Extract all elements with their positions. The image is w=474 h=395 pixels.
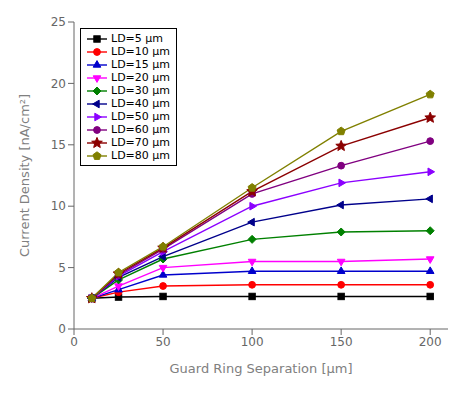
- svg-text:20: 20: [51, 77, 66, 91]
- svg-text:0: 0: [70, 335, 78, 349]
- html-text:LD=15 μm: LD=15 μm: [111, 58, 170, 71]
- html-text:LD=60 μm: LD=60 μm: [111, 123, 170, 136]
- svg-text:150: 150: [330, 335, 353, 349]
- html-text:LD=70 μm: LD=70 μm: [111, 136, 170, 149]
- svg-text:Guard Ring Separation [μm]: Guard Ring Separation [μm]: [170, 361, 353, 376]
- svg-text:25: 25: [51, 15, 66, 29]
- html-text:LD=20 μm: LD=20 μm: [111, 71, 170, 84]
- svg-text:100: 100: [241, 335, 264, 349]
- svg-text:200: 200: [419, 335, 442, 349]
- html-text:LD=40 μm: LD=40 μm: [111, 97, 170, 110]
- html-text:LD=5 μm: LD=5 μm: [111, 32, 163, 45]
- svg-text:Current Density [nA/cm²]: Current Density [nA/cm²]: [17, 94, 32, 257]
- html-text:LD=50 μm: LD=50 μm: [111, 110, 170, 123]
- html-text:LD=10 μm: LD=10 μm: [111, 45, 170, 58]
- svg-text:0: 0: [58, 322, 66, 336]
- svg-text:15: 15: [51, 138, 66, 152]
- svg-text:10: 10: [51, 199, 66, 213]
- svg-text:5: 5: [58, 261, 66, 275]
- svg-text:50: 50: [155, 335, 170, 349]
- html-text:LD=80 μm: LD=80 μm: [111, 149, 170, 162]
- html-text:LD=30 μm: LD=30 μm: [111, 84, 170, 97]
